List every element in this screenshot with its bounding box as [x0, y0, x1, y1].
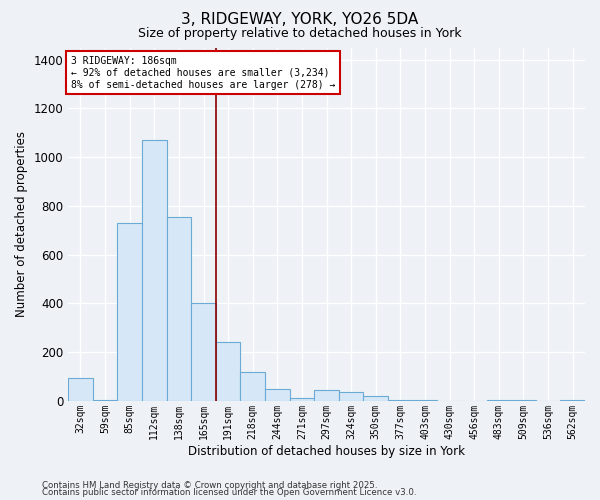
Bar: [290, 398, 314, 401]
Y-axis label: Number of detached properties: Number of detached properties: [15, 131, 28, 317]
Text: Contains public sector information licensed under the Open Government Licence v3: Contains public sector information licen…: [42, 488, 416, 497]
Bar: [314, 390, 339, 401]
Bar: [68, 378, 93, 401]
Text: Size of property relative to detached houses in York: Size of property relative to detached ho…: [138, 28, 462, 40]
Bar: [118, 223, 142, 401]
Bar: [511, 400, 536, 401]
Text: Contains HM Land Registry data © Crown copyright and database right 2025.: Contains HM Land Registry data © Crown c…: [42, 480, 377, 490]
Bar: [191, 304, 216, 401]
Bar: [241, 372, 265, 401]
Bar: [413, 400, 437, 401]
Bar: [167, 217, 191, 401]
Bar: [265, 388, 290, 401]
Bar: [216, 342, 241, 401]
Bar: [364, 396, 388, 401]
Bar: [142, 140, 167, 401]
Text: 3 RIDGEWAY: 186sqm
← 92% of detached houses are smaller (3,234)
8% of semi-detac: 3 RIDGEWAY: 186sqm ← 92% of detached hou…: [71, 56, 335, 90]
X-axis label: Distribution of detached houses by size in York: Distribution of detached houses by size …: [188, 444, 465, 458]
Bar: [339, 392, 364, 401]
Text: 3, RIDGEWAY, YORK, YO26 5DA: 3, RIDGEWAY, YORK, YO26 5DA: [181, 12, 419, 28]
Bar: [93, 400, 118, 401]
